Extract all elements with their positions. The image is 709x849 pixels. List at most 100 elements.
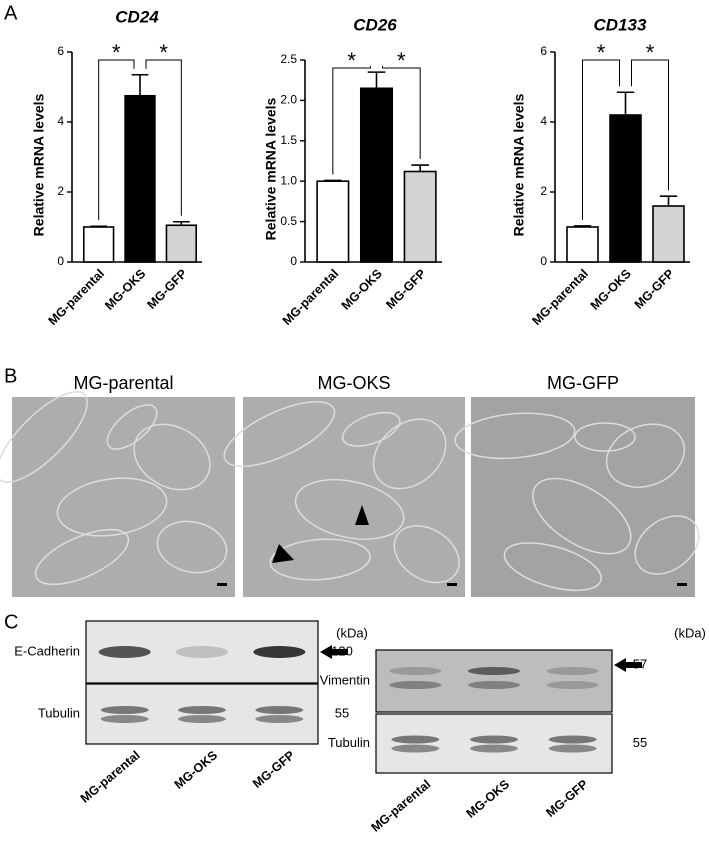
band	[470, 735, 518, 744]
significance-mark: *	[646, 40, 655, 65]
band	[468, 667, 520, 675]
cell	[532, 477, 632, 555]
y-tick-label: 1.0	[280, 173, 297, 187]
significance-bracket	[332, 66, 371, 175]
cell	[634, 515, 700, 575]
band	[100, 715, 149, 723]
cell	[106, 404, 158, 450]
panel-label: C	[4, 611, 18, 633]
chart-title: CD133	[594, 15, 647, 34]
lane-label: MG-OKS	[464, 777, 512, 821]
band	[253, 646, 306, 658]
band	[546, 667, 599, 675]
band	[255, 715, 304, 723]
y-tick-label: 6	[540, 44, 547, 58]
cell	[34, 528, 130, 586]
x-tick-label: MG-parental	[46, 267, 107, 328]
bar	[403, 170, 437, 263]
blot-size: 55	[335, 705, 349, 720]
band	[98, 646, 151, 658]
band	[100, 706, 149, 714]
y-tick-label: 4	[57, 114, 64, 128]
arrowhead	[272, 544, 294, 563]
y-axis-label: Relative mRNA levels	[263, 97, 279, 240]
y-tick-label: 1.5	[280, 133, 297, 147]
bar	[316, 180, 350, 263]
cell	[393, 525, 460, 584]
blot-size: 55	[633, 735, 647, 750]
band	[391, 744, 440, 753]
y-tick-label: 6	[57, 44, 64, 58]
arrow	[614, 658, 642, 672]
cell	[605, 423, 686, 488]
band	[178, 706, 226, 714]
band	[389, 681, 442, 689]
cell	[372, 418, 447, 490]
arrowhead	[355, 505, 369, 525]
band	[178, 715, 226, 723]
cell	[56, 477, 168, 537]
band	[470, 744, 518, 753]
band	[176, 646, 228, 658]
blot-row-label: Tubulin	[38, 705, 80, 720]
band	[548, 744, 597, 753]
significance-mark: *	[597, 40, 606, 65]
y-tick-label: 0	[540, 254, 547, 268]
arrow	[320, 645, 348, 659]
panel-label: A	[4, 2, 18, 24]
significance-bracket	[582, 59, 620, 220]
blot-row-label: Vimentin	[320, 672, 370, 687]
panel-label: B	[4, 365, 17, 387]
scale-bar	[217, 583, 227, 586]
lane-label: MG-GFP	[250, 748, 297, 791]
cell	[574, 422, 636, 452]
significance-mark: *	[159, 40, 168, 65]
cell	[156, 520, 228, 574]
bar	[609, 114, 642, 263]
band	[391, 735, 440, 744]
scale-bar	[677, 583, 687, 586]
blot-row-label: E-Cadherin	[14, 643, 80, 658]
cell	[0, 391, 88, 483]
cell	[269, 538, 371, 581]
significance-bracket	[145, 59, 182, 216]
x-tick-label: MG-GFP	[383, 267, 428, 312]
band	[548, 735, 597, 744]
lane-label: MG-parental	[369, 777, 434, 835]
cell	[341, 411, 401, 447]
significance-mark: *	[112, 40, 121, 65]
bar	[652, 205, 685, 263]
y-tick-label: 0.5	[280, 214, 297, 228]
micrograph	[243, 397, 465, 597]
micrograph-title: MG-OKS	[317, 373, 390, 393]
significance-mark: *	[397, 48, 406, 73]
chart-title: CD24	[115, 7, 159, 26]
significance-bracket	[382, 66, 421, 160]
significance-bracket	[631, 59, 669, 191]
cell	[133, 423, 211, 491]
x-tick-label: MG-OKS	[102, 267, 148, 313]
size-unit: (kDa)	[674, 625, 706, 640]
cell	[503, 542, 602, 592]
bar	[82, 226, 115, 263]
bar	[359, 87, 394, 263]
scale-bar	[447, 583, 457, 586]
cell	[223, 401, 336, 468]
blot-row-label: Tubulin	[328, 735, 370, 750]
bar	[566, 226, 599, 263]
micrograph-title: MG-GFP	[547, 373, 619, 393]
micrograph-title: MG-parental	[73, 373, 173, 393]
cell	[454, 412, 576, 460]
y-tick-label: 2.5	[280, 52, 297, 66]
y-tick-label: 0	[57, 254, 64, 268]
x-tick-label: MG-parental	[529, 267, 590, 328]
y-axis-label: Relative mRNA levels	[511, 93, 527, 236]
x-tick-label: MG-GFP	[632, 267, 677, 312]
micrograph	[12, 397, 235, 597]
size-unit: (kDa)	[336, 625, 368, 640]
chart-title: CD26	[353, 15, 397, 34]
y-tick-label: 4	[540, 114, 547, 128]
y-tick-label: 2.0	[280, 93, 297, 107]
lane-label: MG-OKS	[172, 748, 220, 792]
